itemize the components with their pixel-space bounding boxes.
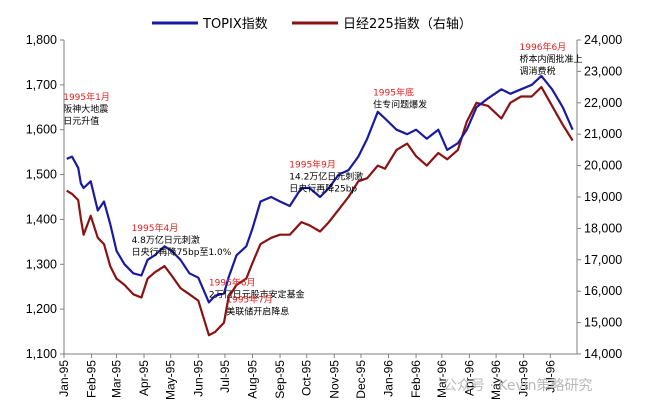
x-tick-label: Jun-95 — [191, 360, 205, 397]
x-tick-label: Sep-95 — [273, 360, 287, 399]
y-right-tick-label: 21,000 — [584, 127, 622, 141]
x-tick-label: May-95 — [164, 360, 178, 400]
y-left-tick-label: 1,500 — [26, 168, 57, 182]
y-right-tick-label: 22,000 — [584, 96, 622, 110]
annotation-text: 桥本内阁批准上 — [520, 53, 583, 65]
annotation-text: 日央行再降75bp至1.0% — [132, 246, 232, 258]
legend-nikkei-label: 日经225指数（右轴） — [343, 17, 472, 32]
x-tick-label: Mar-96 — [435, 360, 449, 398]
x-tick-label: Apr-95 — [137, 360, 151, 396]
annotation-text: 住专问题爆发 — [373, 98, 427, 110]
y-right-tick-label: 23,000 — [584, 64, 622, 78]
annotation-date: 1996年6月 — [520, 41, 567, 53]
y-left-tick-label: 1,700 — [26, 78, 57, 92]
y-right-tick-label: 15,000 — [584, 316, 622, 330]
annotation-text: 2万亿日元股市安定基金 — [209, 288, 305, 300]
y-left-tick-label: 1,800 — [26, 33, 57, 47]
y-right-tick-label: 20,000 — [584, 159, 622, 173]
x-tick-label: Feb-95 — [85, 360, 99, 398]
annotation-date: 1995年4月 — [132, 222, 179, 234]
y-left-tick-label: 1,300 — [26, 257, 57, 271]
legend-topix-label: TOPIX指数 — [202, 17, 268, 32]
annotation-date: 1995年9月 — [289, 158, 336, 170]
x-tick-label: Jun-96 — [517, 360, 531, 397]
x-tick-label: Aug-95 — [245, 360, 259, 399]
y-left-tick-label: 1,200 — [26, 302, 57, 316]
axes: 1,100 1,200 1,300 1,400 1,500 1,600 1,700 1,800… — [26, 33, 623, 400]
x-tick-label: Apr-96 — [462, 360, 476, 396]
annotation-text: 调消费税 — [520, 65, 556, 77]
x-tick-label: Oct-95 — [300, 360, 314, 396]
x-tick-label: Mar-95 — [109, 360, 123, 398]
series-line-topix — [66, 74, 574, 304]
annotation-text: 日央行再降25bp — [289, 182, 357, 194]
x-tick-label: Jan-96 — [382, 360, 396, 397]
annotation-date: 1995年底 — [373, 86, 414, 98]
annotation-date: 1995年6月 — [209, 276, 256, 288]
annotation-text: 阪神大地震 — [63, 103, 108, 115]
annotation-text: 美联储开启降息 — [226, 306, 289, 318]
y-right-tick-label: 18,000 — [584, 221, 622, 235]
y-right-tick-label: 19,000 — [584, 190, 622, 204]
x-tick-label: Feb-96 — [409, 360, 423, 398]
annotation-date: 1995年1月 — [63, 91, 110, 103]
annotation-text: 4.8万亿日元刺激 — [132, 234, 200, 246]
y-right-tick-label: 16,000 — [584, 284, 622, 298]
series-lines — [66, 74, 574, 337]
x-tick-label: Jul-95 — [218, 360, 232, 393]
x-tick-label: Nov-95 — [327, 360, 341, 399]
annotation-text: 14.2万亿日元刺激 — [289, 170, 363, 182]
y-right-tick-label: 14,000 — [584, 347, 622, 361]
x-tick-label: Dec-95 — [354, 360, 368, 399]
annotation-date: 1995年7月 — [226, 294, 273, 306]
x-tick-label: Jul-96 — [543, 360, 557, 393]
y-left-tick-label: 1,600 — [26, 123, 57, 137]
y-right-tick-label: 17,000 — [584, 253, 622, 267]
x-tick-label: May-96 — [489, 360, 503, 400]
y-left-tick-label: 1,100 — [26, 347, 57, 361]
series-line-nikkei225 — [66, 85, 574, 337]
annotation-text: 日元升值 — [63, 115, 99, 127]
y-right-tick-label: 24,000 — [584, 33, 622, 47]
y-left-tick-label: 1,400 — [26, 212, 57, 226]
watermark: 公众号 · Kevin策略研究 — [443, 377, 593, 394]
x-tick-label: Jan-95 — [57, 360, 71, 397]
legend: TOPIX指数 日经225指数（右轴） — [152, 17, 472, 32]
